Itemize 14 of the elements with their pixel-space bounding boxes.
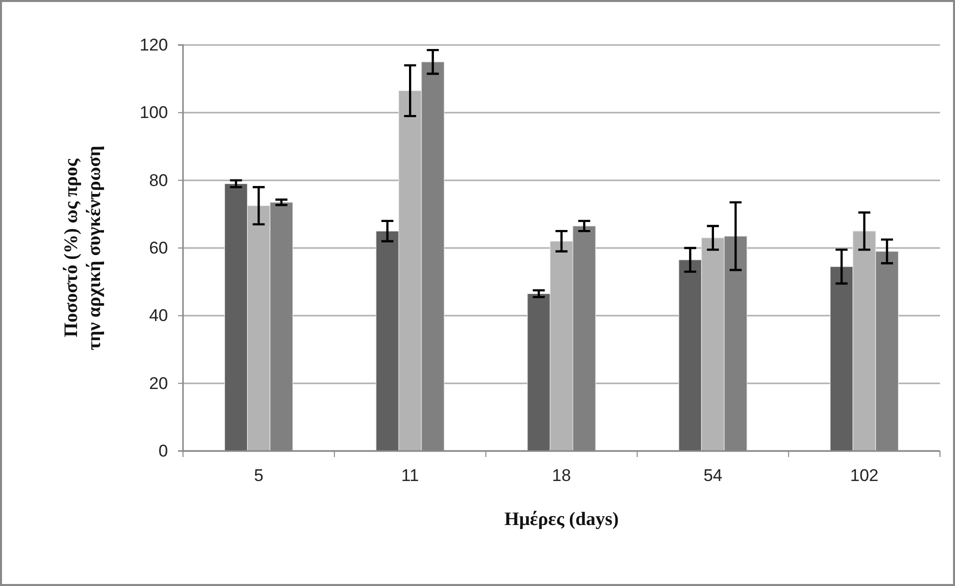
y-axis-title: Ποσοστό (%) ως προς την αρχική συγκέντρωση	[61, 146, 105, 350]
x-axis-title: Ημέρες (days)	[504, 509, 619, 530]
y-tick-label: 80	[149, 170, 168, 190]
x-tick-label: 5	[254, 466, 264, 485]
y-tick-label: 100	[140, 103, 168, 122]
y-tick-label: 40	[149, 306, 168, 326]
y-tick-label: 120	[140, 35, 168, 54]
x-tick-label: 54	[703, 466, 722, 485]
x-tick-label: 18	[552, 466, 571, 485]
x-tick-label: 102	[850, 466, 878, 485]
x-tick-label: 11	[401, 466, 419, 485]
y-tick-label: 60	[149, 238, 168, 258]
y-tick-label: 0	[158, 441, 168, 460]
y-tick-label: 20	[149, 374, 168, 393]
